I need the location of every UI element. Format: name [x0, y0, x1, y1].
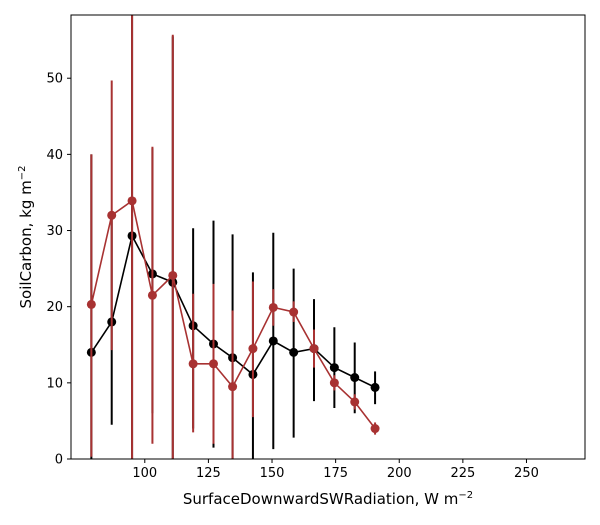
- plot-frame: [70, 14, 586, 460]
- plot-series: [86, 15, 380, 459]
- y-axis-label-text: SoilCarbon, kg m: [17, 180, 35, 308]
- x-axis-label: SurfaceDownwardSWRadiation, W m−2: [183, 490, 473, 508]
- data-point: [107, 210, 117, 220]
- data-point: [147, 290, 157, 300]
- data-point: [168, 270, 178, 280]
- data-point: [86, 299, 96, 309]
- y-tick-label: 30: [46, 224, 63, 239]
- data-point: [370, 382, 380, 392]
- data-point: [268, 302, 278, 312]
- data-point: [188, 359, 198, 369]
- data-point: [350, 373, 360, 383]
- x-tick-label: 100: [132, 466, 157, 481]
- x-tick-label: 250: [514, 466, 539, 481]
- data-point: [228, 382, 238, 392]
- y-tick-label: 0: [55, 453, 63, 468]
- y-tick-label: 50: [46, 72, 63, 87]
- data-point: [208, 359, 218, 369]
- y-axis-label: SoilCarbon, kg m−2: [17, 166, 35, 309]
- x-tick-label: 200: [387, 466, 412, 481]
- data-point: [268, 336, 278, 346]
- y-axis-label-exponent: −2: [17, 166, 28, 181]
- y-tick-label: 20: [46, 300, 63, 315]
- series-2: [86, 15, 380, 459]
- data-point: [350, 397, 360, 407]
- data-point: [370, 424, 380, 434]
- data-point: [289, 347, 299, 357]
- x-axis-ticks: 100 125 150 175 200 225 250: [132, 459, 539, 481]
- x-tick-label: 150: [260, 466, 285, 481]
- x-axis-label-text: SurfaceDownwardSWRadiation, W m: [183, 490, 459, 508]
- data-point: [289, 307, 299, 317]
- data-point: [309, 344, 319, 354]
- y-axis-ticks: 0 10 20 30 40 50: [46, 72, 71, 468]
- x-axis-label-exponent: −2: [458, 490, 473, 501]
- data-point: [329, 363, 339, 373]
- x-tick-label: 175: [323, 466, 348, 481]
- data-point: [127, 196, 137, 206]
- data-point: [248, 344, 258, 354]
- data-point: [329, 378, 339, 388]
- y-tick-label: 40: [46, 148, 63, 163]
- x-tick-label: 125: [196, 466, 221, 481]
- x-tick-label: 225: [450, 466, 475, 481]
- y-tick-label: 10: [46, 376, 63, 391]
